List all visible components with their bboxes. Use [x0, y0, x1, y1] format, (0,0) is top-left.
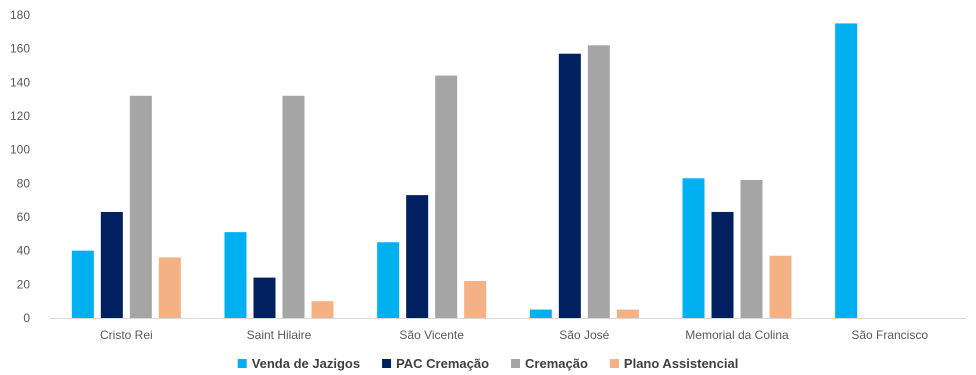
bar	[129, 95, 152, 318]
bar	[253, 277, 276, 318]
bar	[377, 242, 400, 318]
legend: Venda de Jazigos PAC Cremação Cremação Plan…	[237, 356, 738, 371]
legend-label: Venda de Jazigos	[252, 356, 360, 371]
bar	[158, 257, 181, 318]
legend-label: PAC Cremação	[396, 356, 489, 371]
bar	[224, 232, 247, 318]
bar	[616, 309, 639, 318]
bar	[682, 178, 705, 318]
y-tick-label: 160	[10, 42, 30, 56]
y-tick-label: 100	[10, 143, 30, 157]
legend-swatch	[382, 359, 392, 368]
y-tick-label: 120	[10, 109, 30, 123]
legend-label: Plano Assistencial	[624, 356, 738, 371]
bar	[406, 195, 429, 318]
bars-group	[71, 23, 858, 319]
category-label: São Francisco	[851, 328, 928, 342]
legend-label: Cremação	[525, 356, 588, 371]
bar	[311, 301, 334, 318]
y-tick-label: 140	[10, 75, 30, 89]
legend-swatch	[511, 359, 521, 368]
legend-swatch	[609, 359, 619, 368]
category-label: Memorial da Colina	[685, 328, 789, 342]
bar	[100, 211, 123, 318]
y-tick-label: 20	[17, 277, 31, 291]
bar	[435, 75, 458, 318]
y-tick-label: 40	[17, 244, 31, 258]
bar	[587, 45, 610, 319]
bar	[71, 250, 94, 318]
bar	[529, 309, 552, 318]
y-tick-label: 80	[17, 176, 31, 190]
bar	[835, 23, 858, 319]
y-tick-label: 0	[23, 311, 30, 325]
bar	[558, 53, 581, 318]
category-label: Saint Hilaire	[247, 328, 312, 342]
legend-swatch	[237, 359, 247, 368]
y-tick-label: 180	[10, 8, 30, 22]
y-axis-ticks: 0 20 40 60 80 100 120 140 160 180	[10, 8, 30, 325]
bar	[711, 211, 734, 318]
bar	[282, 95, 305, 318]
bar	[464, 280, 487, 318]
category-label: São José	[559, 328, 609, 342]
category-label: Cristo Rei	[100, 328, 153, 342]
bar	[740, 179, 763, 318]
y-tick-label: 60	[17, 210, 31, 224]
category-label: São Vicente	[399, 328, 464, 342]
category-labels: Cristo Rei Saint Hilaire São Vicente São Jo…	[100, 328, 928, 342]
bar	[769, 255, 792, 318]
